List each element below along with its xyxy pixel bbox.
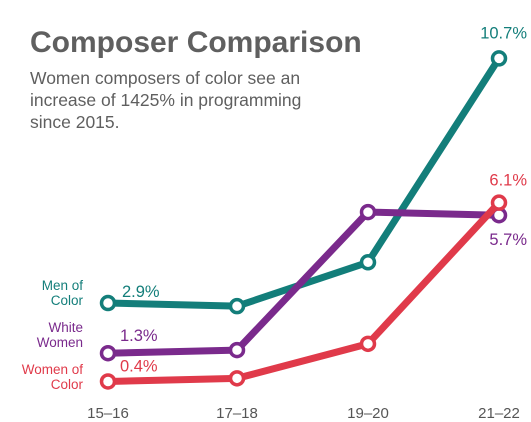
- line-white-women: [104, 208, 503, 357]
- point-white-women: [359, 203, 377, 221]
- series-name-women-of-color: Color: [51, 377, 84, 392]
- data-label-women-of-color: 6.1%: [489, 172, 527, 190]
- point-white-women: [99, 344, 117, 362]
- series-name-men-of-color: Men of: [42, 278, 84, 293]
- point-men-of-color: [359, 254, 377, 271]
- line-women-of-color: [104, 199, 503, 385]
- series-name-women-of-color: Women of: [22, 362, 84, 377]
- series-name-men-of-color: Color: [51, 293, 84, 308]
- point-women-of-color: [490, 194, 508, 211]
- point-women-of-color: [359, 335, 377, 353]
- data-label-white-women: 1.3%: [120, 327, 158, 345]
- series-name-white-women: Women: [37, 335, 83, 350]
- point-men-of-color: [99, 294, 117, 312]
- x-tick-label: 17–18: [216, 405, 258, 422]
- point-men-of-color: [228, 297, 246, 315]
- data-label-men-of-color: 10.7%: [480, 24, 527, 42]
- point-white-women: [228, 341, 246, 359]
- chart-subtitle-line-2: increase of 1425% in programming: [30, 90, 301, 110]
- point-men-of-color: [490, 50, 508, 67]
- chart-subtitle-line-1: Women composers of color see an: [30, 68, 300, 88]
- data-label-women-of-color: 0.4%: [120, 357, 158, 375]
- plot-area: 15–16 17–18 19–20 21–222.9%10.7%Men ofColor…: [22, 24, 528, 422]
- chart-title: Composer Comparison: [30, 26, 362, 59]
- point-women-of-color: [99, 373, 117, 390]
- series-name-white-women: White: [48, 320, 83, 335]
- x-tick-label: 21–22: [478, 405, 520, 422]
- x-tick-label: 19–20: [347, 405, 389, 422]
- data-label-men-of-color: 2.9%: [122, 283, 160, 301]
- chart-subtitle-line-3: since 2015.: [30, 112, 120, 132]
- data-label-white-women: 5.7%: [489, 231, 527, 249]
- x-tick-label: 15–16: [87, 405, 129, 422]
- point-women-of-color: [228, 370, 246, 387]
